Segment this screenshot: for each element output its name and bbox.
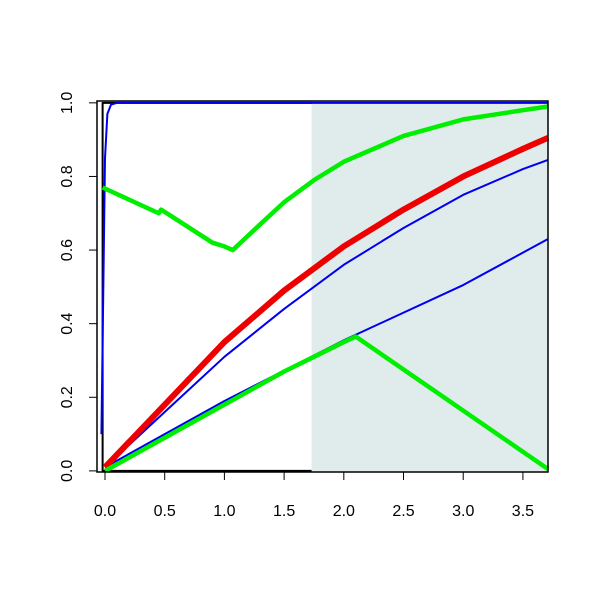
plot-frame [96,100,549,473]
y-tick-label: 0.6 [59,239,76,261]
x-tick-label: 2.5 [392,503,414,520]
y-tick-label: 0.4 [59,312,76,334]
x-tick-label: 3.0 [452,503,474,520]
x-tick-label: 2.0 [333,503,355,520]
series-line [101,104,549,253]
x-tick-label: 0.0 [94,503,116,520]
x-tick-label: 0.5 [154,503,176,520]
y-tick-label: 1.0 [59,92,76,114]
x-tick-label: 1.0 [213,503,235,520]
y-tick-label: 0.0 [59,460,76,482]
shaded-region [311,101,548,472]
y-tick-label: 0.8 [59,165,76,187]
series-line [102,135,550,470]
y-tick-label: 0.2 [59,386,76,408]
x-tick-label: 3.5 [512,503,534,520]
x-tick-label: 1.5 [273,503,295,520]
series-line [100,101,548,435]
series-line [103,334,550,473]
series-line [104,158,549,468]
